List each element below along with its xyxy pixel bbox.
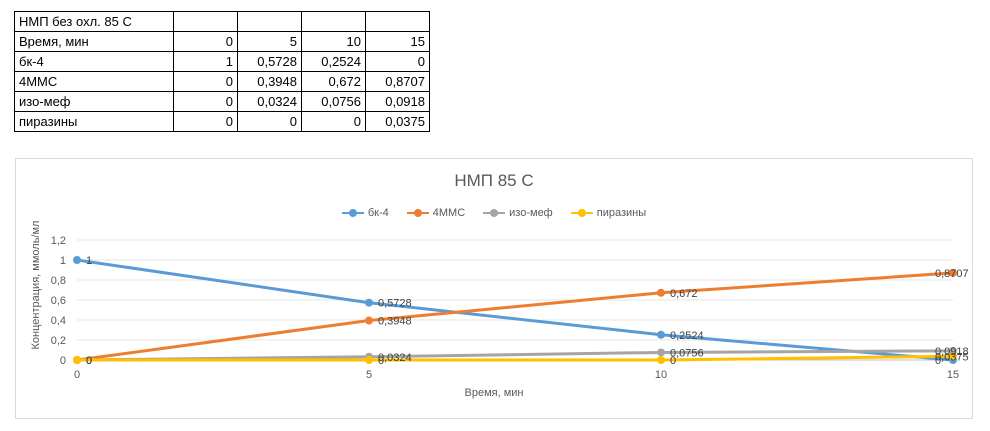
table-cell: 1 bbox=[173, 51, 238, 72]
data-label: 0,3948 bbox=[378, 316, 412, 328]
x-tick-label: 0 bbox=[74, 369, 80, 381]
series-line bbox=[76, 258, 954, 362]
legend-line-marker-icon bbox=[406, 208, 429, 218]
table-header-cell: 0 bbox=[173, 31, 238, 52]
data-point bbox=[657, 288, 665, 297]
chart-legend: бк-4 4ММС изо-меф пиразины bbox=[16, 207, 972, 219]
x-tick-label: 15 bbox=[947, 369, 959, 381]
table-cell: 0 bbox=[301, 111, 366, 132]
table-row-label: пиразины bbox=[14, 111, 174, 132]
x-axis-label: Время, мин bbox=[464, 387, 524, 399]
data-label: 0,2524 bbox=[670, 330, 704, 342]
data-label: 0,5728 bbox=[378, 298, 412, 310]
x-tick-label: 5 bbox=[366, 369, 372, 381]
data-point bbox=[949, 268, 957, 277]
legend-label: 4ММС bbox=[432, 207, 466, 219]
table-header-cell: 10 bbox=[301, 31, 366, 52]
legend-label: изо-меф bbox=[509, 207, 553, 219]
data-label: 0 bbox=[86, 355, 92, 367]
data-label: 0,0918 bbox=[935, 346, 969, 358]
table-row: изо-меф 0 0,0324 0,0756 0,0918 bbox=[14, 91, 430, 112]
table-header-cell: 15 bbox=[365, 31, 430, 52]
legend-label: бк-4 bbox=[367, 207, 389, 219]
legend-line-marker-icon bbox=[341, 208, 364, 218]
y-tick-label: 0 bbox=[60, 355, 66, 367]
table-cell: 0,3948 bbox=[237, 71, 302, 92]
table-cell: 0,8707 bbox=[365, 71, 430, 92]
y-tick-label: 1,2 bbox=[51, 235, 66, 247]
data-point bbox=[73, 356, 81, 364]
data-table: НМП без охл. 85 С Время, мин 0 5 10 15 б… bbox=[14, 11, 430, 132]
data-point bbox=[365, 316, 373, 325]
legend-item: бк-4 bbox=[341, 207, 389, 219]
data-label: 0 bbox=[670, 355, 676, 367]
data-point bbox=[73, 256, 81, 264]
data-label: 0 bbox=[935, 355, 941, 367]
series-line bbox=[76, 349, 954, 362]
data-label: 0 bbox=[378, 355, 384, 367]
data-label: 0,0375 bbox=[935, 351, 969, 363]
data-point bbox=[365, 356, 373, 364]
y-tick-label: 0,2 bbox=[51, 335, 66, 347]
table-cell: 0,2524 bbox=[301, 51, 366, 72]
table-row: бк-4 1 0,5728 0,2524 0 bbox=[14, 51, 430, 72]
y-axis-label: Концентрация, ммоль/мл bbox=[30, 220, 42, 350]
legend-item: пиразины bbox=[570, 207, 647, 219]
table-cell: 0 bbox=[173, 91, 238, 112]
table-cell: 0,672 bbox=[301, 71, 366, 92]
table-row-label: 4ММС bbox=[14, 71, 174, 92]
data-label: 1 bbox=[86, 255, 92, 267]
table-header-label: Время, мин bbox=[14, 31, 174, 52]
legend-item: изо-меф bbox=[483, 207, 553, 219]
table-cell: 0 bbox=[173, 111, 238, 132]
data-point bbox=[949, 352, 957, 361]
table-cell: 0,0324 bbox=[237, 91, 302, 112]
data-label: 0 bbox=[86, 355, 92, 367]
x-tick-label: 10 bbox=[655, 369, 667, 381]
data-point bbox=[657, 356, 665, 364]
table-cell: 0 bbox=[173, 71, 238, 92]
y-tick-label: 0,8 bbox=[51, 275, 66, 287]
table-row: пиразины 0 0 0 0,0375 bbox=[14, 111, 430, 132]
table-row-label: бк-4 bbox=[14, 51, 174, 72]
data-label: 0 bbox=[86, 355, 92, 367]
table-cell: 0 bbox=[365, 51, 430, 72]
y-tick-label: 0,6 bbox=[51, 295, 66, 307]
legend-label: пиразины bbox=[596, 207, 647, 219]
table-title-cell: НМП без охл. 85 С bbox=[14, 11, 174, 32]
data-point bbox=[657, 348, 665, 357]
table-title-row: НМП без охл. 85 С bbox=[14, 11, 430, 32]
table-row: 4ММС 0 0,3948 0,672 0,8707 bbox=[14, 71, 430, 92]
data-point bbox=[657, 330, 665, 339]
table-cell: 0 bbox=[237, 111, 302, 132]
table-cell: 0,5728 bbox=[237, 51, 302, 72]
series-line bbox=[76, 271, 954, 362]
series-line bbox=[77, 354, 954, 362]
chart-plot-area: 00,20,40,60,811,20 5 10 1510,57280,2524000,… bbox=[51, 235, 969, 381]
legend-line-marker-icon bbox=[570, 208, 593, 218]
table-cell: 0,0756 bbox=[301, 91, 366, 112]
data-label: 0,8707 bbox=[935, 268, 969, 280]
data-label: 0,0324 bbox=[378, 352, 412, 364]
table-cell bbox=[237, 11, 302, 32]
table-cell bbox=[365, 11, 430, 32]
data-point bbox=[365, 298, 373, 307]
table-cell: 0,0375 bbox=[365, 111, 430, 132]
table-header-row: Время, мин 0 5 10 15 bbox=[14, 31, 430, 52]
table-cell bbox=[301, 11, 366, 32]
chart: 0 0,2 0,4 0,6 0,8 1 1,2 0 5 10 15 1 0,5728 0,2524 0 0 0,… bbox=[15, 158, 973, 419]
data-label: 0,672 bbox=[670, 288, 698, 300]
table-row-label: изо-меф bbox=[14, 91, 174, 112]
y-tick-label: 0,4 bbox=[51, 315, 66, 327]
data-label: 0,0756 bbox=[670, 347, 704, 359]
legend-line-marker-icon bbox=[483, 208, 506, 218]
y-tick-label: 1 bbox=[60, 255, 66, 267]
table-cell bbox=[173, 11, 238, 32]
legend-item: 4ММС bbox=[406, 207, 466, 219]
table-header-cell: 5 bbox=[237, 31, 302, 52]
table-cell: 0,0918 bbox=[365, 91, 430, 112]
chart-title: НМП 85 С bbox=[454, 171, 534, 190]
